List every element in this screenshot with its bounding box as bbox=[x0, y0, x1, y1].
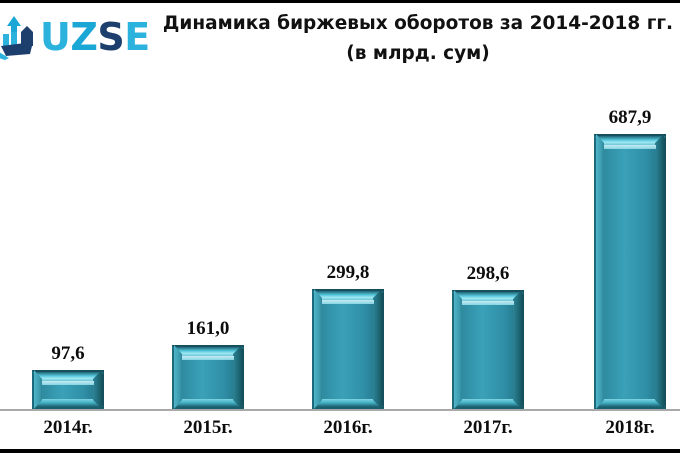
bar-value-label: 298,6 bbox=[466, 263, 510, 284]
chart-title-block: Динамика биржевых оборотов за 2014-2018 … bbox=[160, 11, 676, 67]
chart-header: UZSE Динамика биржевых оборотов за 2014-… bbox=[0, 3, 680, 79]
logo-letter-z: Z bbox=[70, 15, 98, 59]
bar-slot-0: 97,6 bbox=[0, 79, 136, 409]
bar-group-2014: 97,6 bbox=[0, 343, 136, 409]
bevel-sheen bbox=[42, 381, 94, 385]
bar-slot-4: 687,9 bbox=[562, 79, 680, 409]
bar-group-2017: 298,6 bbox=[420, 263, 556, 409]
bar-2014 bbox=[32, 370, 104, 409]
category-label-2016: 2016г. bbox=[323, 417, 373, 438]
bar-group-2016: 299,8 bbox=[280, 262, 416, 409]
logo-letter-e: E bbox=[124, 15, 150, 59]
category-label-2018: 2018г. bbox=[605, 417, 655, 438]
bar-slot-1: 161,0 bbox=[140, 79, 276, 409]
uzse-arrow-building-icon bbox=[0, 12, 35, 62]
bevel-sheen bbox=[462, 301, 514, 305]
bar-value-label: 299,8 bbox=[326, 262, 370, 283]
bevel-left-face bbox=[314, 289, 322, 409]
bar-2018 bbox=[594, 134, 666, 409]
bevel-sheen bbox=[604, 145, 656, 149]
bar-bevel bbox=[32, 370, 104, 409]
bevel-right-face bbox=[373, 289, 382, 409]
chart-subtitle: (в млрд. сум) bbox=[346, 43, 490, 64]
bar-slot-2: 299,8 bbox=[280, 79, 416, 409]
bevel-top-face bbox=[32, 372, 104, 381]
category-axis: 2014г. 2015г. 2016г. 2017г. 2018г. bbox=[0, 413, 680, 449]
bevel-bottom-face bbox=[312, 399, 384, 407]
bevel-left-face bbox=[34, 370, 42, 409]
bar-value-label: 97,6 bbox=[51, 343, 85, 364]
category-label-2014: 2014г. bbox=[43, 417, 93, 438]
bevel-bottom-face bbox=[594, 399, 666, 407]
bar-2017 bbox=[452, 290, 524, 409]
bevel-right-face bbox=[233, 345, 242, 409]
uzse-logo: UZSE bbox=[0, 9, 154, 65]
bevel-sheen bbox=[322, 300, 374, 304]
bar-bevel bbox=[172, 345, 244, 409]
bevel-top-face bbox=[594, 136, 666, 145]
bevel-top-face bbox=[172, 347, 244, 356]
bevel-left-face bbox=[596, 134, 604, 409]
uzse-wordmark: UZSE bbox=[40, 18, 150, 56]
category-label-2015: 2015г. bbox=[183, 417, 233, 438]
bevel-bottom-face bbox=[452, 399, 524, 407]
bar-value-label: 161,0 bbox=[186, 318, 230, 339]
bevel-left-face bbox=[174, 345, 182, 409]
bar-2015 bbox=[172, 345, 244, 409]
bevel-top-face bbox=[312, 291, 384, 300]
bar-bevel bbox=[594, 134, 666, 409]
chart-title: Динамика биржевых оборотов за 2014-2018 … bbox=[162, 13, 674, 34]
bevel-left-face bbox=[454, 290, 462, 409]
bar-value-label: 687,9 bbox=[608, 107, 652, 128]
bevel-right-face bbox=[655, 134, 664, 409]
logo-letter-s: S bbox=[97, 15, 125, 59]
logo-letter-u: U bbox=[40, 15, 71, 59]
bar-bevel bbox=[312, 289, 384, 409]
bevel-right-face bbox=[93, 370, 102, 409]
category-axis-line bbox=[0, 409, 680, 411]
bevel-sheen bbox=[182, 356, 234, 360]
bar-bevel bbox=[452, 290, 524, 409]
bevel-bottom-face bbox=[172, 399, 244, 407]
bevel-right-face bbox=[513, 290, 522, 409]
bar-slot-3: 298,6 bbox=[420, 79, 556, 409]
bar-group-2015: 161,0 bbox=[140, 318, 276, 409]
bar-group-2018: 687,9 bbox=[562, 107, 680, 409]
plot-area: 97,6 161,0 bbox=[0, 79, 680, 411]
category-label-2017: 2017г. bbox=[463, 417, 513, 438]
bevel-top-face bbox=[452, 292, 524, 301]
bevel-bottom-face bbox=[32, 399, 104, 407]
bar-2016 bbox=[312, 289, 384, 409]
